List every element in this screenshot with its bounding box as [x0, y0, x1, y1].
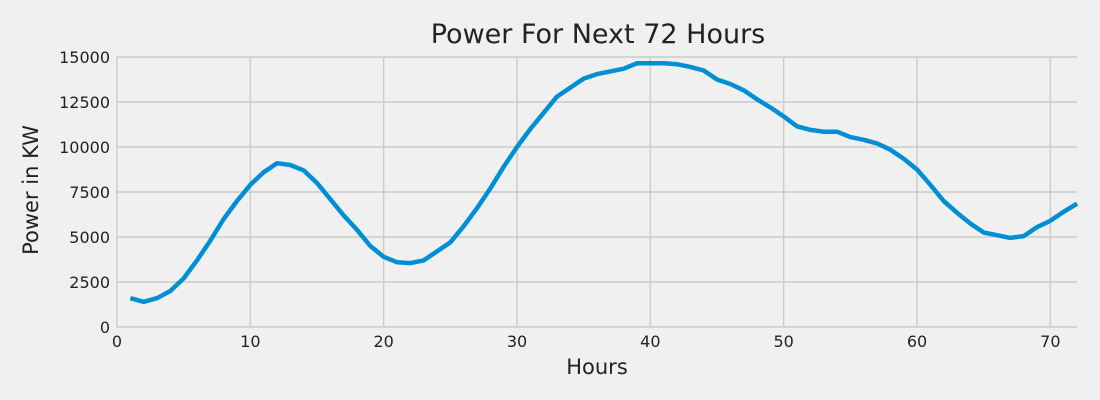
x-tick-label: 40	[640, 332, 660, 351]
y-tick-label: 7500	[69, 183, 110, 202]
y-tick-label: 12500	[59, 93, 110, 112]
y-axis-label: Power in KW	[19, 125, 43, 255]
x-tick-label: 70	[1040, 332, 1060, 351]
series-layer	[129, 61, 1079, 305]
y-tick-label: 5000	[69, 228, 110, 247]
y-tick-label: 0	[100, 318, 110, 337]
x-axis-label: Hours	[566, 355, 628, 379]
x-tick-label: 10	[240, 332, 260, 351]
tick-labels: 0 2500 5000 7500 10000 12500 15000 0 10 20 30 40 50 6…	[59, 48, 1060, 351]
x-tick-label: 20	[373, 332, 393, 351]
grid	[116, 56, 1077, 328]
x-tick-label: 60	[907, 332, 927, 351]
y-tick-label: 15000	[59, 48, 110, 67]
series-line	[129, 61, 1079, 305]
x-tick-label: 30	[507, 332, 527, 351]
chart-title: Power For Next 72 Hours	[431, 19, 766, 50]
y-tick-label: 10000	[59, 138, 110, 157]
x-tick-label: 50	[773, 332, 793, 351]
y-tick-label: 2500	[69, 273, 110, 292]
x-tick-label: 0	[112, 332, 122, 351]
